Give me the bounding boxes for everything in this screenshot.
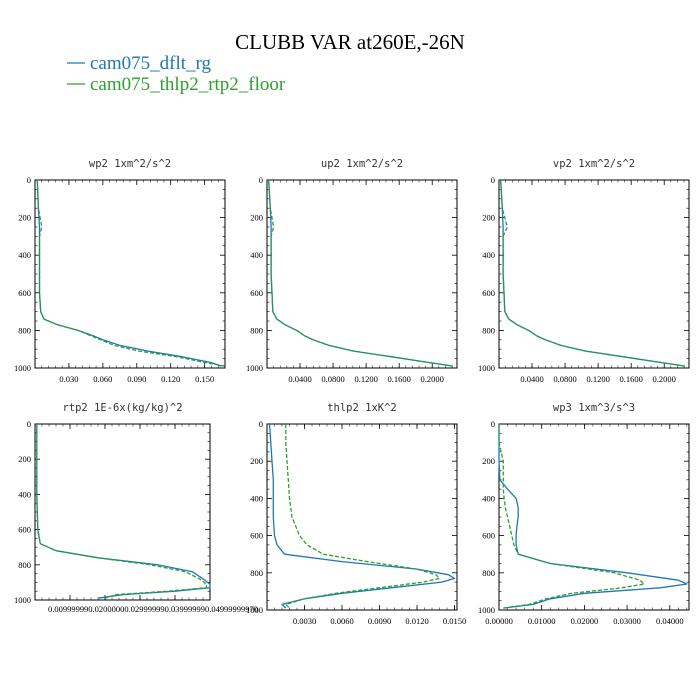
panel-title: up2 1xm^2/s^2 [321, 158, 403, 170]
y-tick-label: 0 [491, 175, 495, 185]
x-tick-label: 0.1200 [354, 374, 377, 384]
series-line-dflt [36, 179, 222, 367]
y-tick-label: 200 [482, 456, 495, 466]
x-tick-label: 0.01000 [528, 616, 556, 626]
series-line-floor [498, 424, 645, 609]
y-tick-label: 800 [482, 325, 495, 335]
x-tick-label: 0.0800 [321, 374, 344, 384]
y-tick-label: 600 [482, 531, 495, 541]
panel-1: wp2 1xm^2/s^2 0 200 400 600 800 1000 0.030 0.060… [14, 158, 226, 384]
plot-frame [34, 179, 226, 369]
x-tick-label: 0.060 [93, 374, 112, 384]
x-tick-label: 0.0120 [405, 616, 428, 626]
series-line-dflt [498, 424, 688, 609]
x-tick-label: 0.1600 [387, 374, 410, 384]
y-tick-label: 200 [250, 213, 263, 223]
plot-frame [498, 423, 690, 611]
y-tick-label: 0 [27, 175, 31, 185]
plot-frame [34, 423, 211, 601]
y-tick-label: 800 [18, 560, 31, 570]
x-tick-label: 0.0400 [520, 374, 543, 384]
series-line-dflt [500, 179, 685, 367]
series-line-floor [268, 179, 453, 367]
y-tick-label: 400 [250, 493, 263, 503]
y-tick-label: 1000 [246, 605, 263, 615]
x-tick-label: 0.03000 [613, 616, 641, 626]
y-tick-label: 600 [482, 288, 495, 298]
y-tick-label: 200 [18, 213, 31, 223]
y-tick-label: 0 [491, 419, 495, 429]
y-tick-label: 600 [250, 531, 263, 541]
y-tick-label: 400 [18, 489, 31, 499]
y-tick-label: 200 [18, 454, 31, 464]
panel-2: up2 1xm^2/s^2 0 200 400 600 800 1000 0.0400 0.08… [246, 158, 458, 384]
panel-title: wp3 1xm^3/s^3 [553, 402, 635, 414]
series-line-floor [285, 424, 441, 609]
x-tick-label: 0.120 [161, 374, 180, 384]
panel-title: thlp2 1xK^2 [327, 402, 397, 414]
series-line-dflt [268, 179, 453, 367]
panel-title: rtp2 1E-6x(kg/kg)^2 [62, 402, 182, 414]
panel-title: wp2 1xm^2/s^2 [89, 158, 171, 170]
x-tick-label: 0.1200 [586, 374, 609, 384]
x-tick-labels-overlapping: 0.009999990.02000000.029999990.039999990… [48, 604, 258, 614]
y-tick-label: 800 [250, 568, 263, 578]
x-tick-label: 0.030 [59, 374, 78, 384]
legend-label-dflt: cam075_dflt_rg [90, 53, 212, 74]
plot-frame [266, 179, 458, 369]
plot-frame [266, 423, 458, 611]
y-tick-label: 400 [482, 493, 495, 503]
x-tick-label: 0.1600 [619, 374, 642, 384]
y-tick-label: 1000 [478, 605, 495, 615]
x-tick-label: 0.0060 [330, 616, 353, 626]
y-tick-label: 200 [250, 456, 263, 466]
panel-title: vp2 1xm^2/s^2 [553, 158, 635, 170]
y-tick-label: 1000 [14, 363, 31, 373]
y-tick-label: 1000 [478, 363, 495, 373]
legend-label-floor: cam075_thlp2_rtp2_floor [90, 74, 286, 95]
series-line-floor [36, 424, 208, 599]
y-tick-label: 600 [18, 525, 31, 535]
figure-title: CLUBB VAR at260E,-26N [235, 30, 465, 54]
x-tick-label: 0.0800 [553, 374, 576, 384]
panel-3: vp2 1xm^2/s^2 0 200 400 600 800 1000 0.0400 0.08… [478, 158, 690, 384]
series-line-floor [36, 179, 226, 367]
y-tick-label: 0 [259, 175, 263, 185]
series-line-dflt [36, 424, 211, 599]
x-tick-label: 0.04000 [656, 616, 684, 626]
x-tick-label: 0.2000 [421, 374, 444, 384]
x-tick-label: 0.0030 [293, 616, 316, 626]
y-tick-label: 400 [482, 250, 495, 260]
x-tick-label: 0.2000 [653, 374, 676, 384]
series-line-dflt [268, 423, 456, 609]
panel-grid: wp2 1xm^2/s^2 0 200 400 600 800 1000 0.030 0.060… [14, 158, 690, 626]
y-tick-label: 800 [482, 568, 495, 578]
x-tick-label: 0.0090 [368, 616, 391, 626]
y-tick-label: 1000 [14, 595, 31, 605]
y-tick-label: 200 [482, 213, 495, 223]
panel-5: thlp2 1xK^2 0 200 400 600 800 1000 0.0030 0.0060… [246, 402, 466, 626]
x-tick-label: 0.0400 [288, 374, 311, 384]
y-tick-label: 400 [250, 250, 263, 260]
x-tick-label: 0.150 [195, 374, 214, 384]
y-tick-label: 600 [18, 288, 31, 298]
x-tick-label: 0.00000 [485, 616, 513, 626]
y-tick-label: 0 [259, 419, 263, 429]
panel-4: rtp2 1E-6x(kg/kg)^2 0 200 400 600 800 1000 0.00… [14, 402, 258, 614]
x-tick-label: 0.0150 [443, 616, 466, 626]
y-tick-label: 800 [250, 325, 263, 335]
series-line-floor [500, 179, 685, 367]
y-tick-label: 400 [18, 250, 31, 260]
y-tick-label: 800 [18, 325, 31, 335]
plot-frame [498, 179, 690, 369]
y-tick-label: 1000 [246, 363, 263, 373]
y-tick-label: 600 [250, 288, 263, 298]
x-tick-label: 0.02000 [571, 616, 599, 626]
y-tick-label: 0 [27, 419, 31, 429]
x-tick-label: 0.090 [127, 374, 146, 384]
